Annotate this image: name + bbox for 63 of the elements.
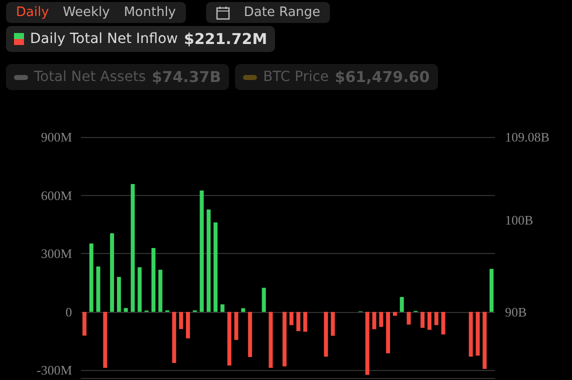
bar xyxy=(130,184,135,312)
bar xyxy=(400,296,404,312)
bar xyxy=(482,312,487,369)
bar xyxy=(227,312,232,366)
bar xyxy=(282,312,287,366)
bar xyxy=(303,312,308,332)
legend-label: BTC Price xyxy=(263,69,329,85)
legend-label: Total Net Assets xyxy=(34,69,146,85)
y2-tick-label: 90B xyxy=(505,304,527,320)
bar xyxy=(179,312,184,330)
y-tick-label: 300M xyxy=(40,246,72,262)
y2-tick-label: 109.08B xyxy=(505,130,550,144)
bar xyxy=(476,312,480,356)
bar xyxy=(103,312,108,368)
text: $221.72M xyxy=(184,30,268,48)
bar xyxy=(330,312,335,336)
bar xyxy=(200,190,204,312)
legend-label: Daily Total Net Inflow xyxy=(30,31,178,47)
bar xyxy=(441,312,446,334)
bar xyxy=(158,270,162,312)
bar xyxy=(406,312,411,325)
bar xyxy=(386,312,390,354)
bar xyxy=(490,268,494,312)
bar xyxy=(172,312,176,364)
y2-tick-label: 100B xyxy=(505,212,534,228)
bar xyxy=(372,312,376,330)
bar xyxy=(206,209,211,312)
text: $61,479.60 xyxy=(334,68,430,86)
bar xyxy=(262,288,266,312)
bar xyxy=(248,312,252,358)
bar xyxy=(289,312,294,326)
bar xyxy=(268,312,273,368)
bar xyxy=(420,312,425,328)
bar xyxy=(138,267,142,312)
bar xyxy=(116,276,121,312)
bar xyxy=(296,312,300,332)
bar xyxy=(214,222,218,312)
bar xyxy=(82,312,86,336)
bar xyxy=(324,312,328,357)
bar xyxy=(151,248,156,312)
text: Date Range xyxy=(244,5,320,20)
bar xyxy=(234,312,238,340)
bar xyxy=(220,304,224,312)
bar xyxy=(96,266,100,312)
y-tick-label: 600M xyxy=(40,188,72,203)
bar xyxy=(379,312,384,327)
bar xyxy=(124,308,128,312)
text: Weekly xyxy=(62,5,110,20)
bar xyxy=(186,312,190,338)
bar xyxy=(110,233,114,312)
bar xyxy=(392,312,397,316)
bar xyxy=(434,312,438,326)
bar xyxy=(468,312,473,357)
y-tick-label: -300M xyxy=(36,362,72,378)
y-tick-label: 900M xyxy=(40,130,72,144)
bar xyxy=(365,312,370,375)
bar xyxy=(427,312,432,330)
text: $74.37B xyxy=(152,68,222,86)
text: Monthly xyxy=(124,5,176,20)
bar xyxy=(89,244,94,312)
y-tick-label: 0 xyxy=(66,304,72,320)
bar xyxy=(241,308,246,312)
text: Daily xyxy=(16,5,49,20)
